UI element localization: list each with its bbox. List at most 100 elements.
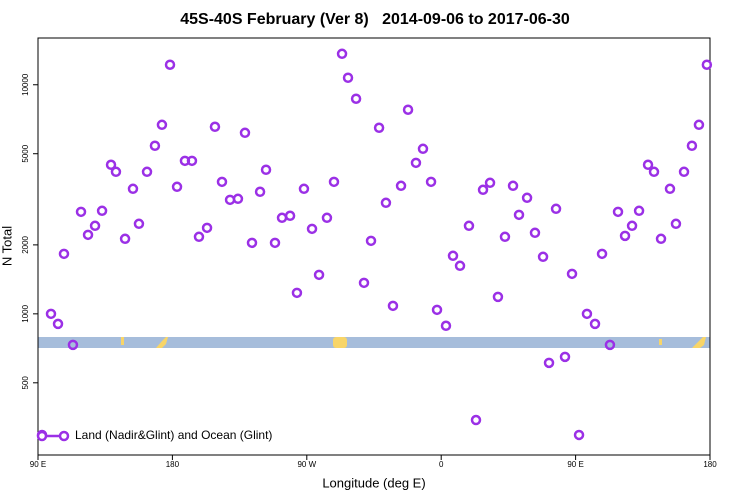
data-point	[127, 183, 139, 195]
data-point	[342, 72, 354, 84]
data-point	[477, 184, 489, 196]
data-point	[164, 59, 176, 70]
legend-marker	[58, 430, 70, 442]
x-tick-label: 90 E	[567, 460, 583, 469]
x-tick-label: 180	[166, 460, 180, 469]
data-point	[186, 155, 198, 167]
series-points	[36, 48, 713, 441]
data-point	[133, 218, 145, 230]
data-point	[589, 318, 601, 330]
data-point	[454, 260, 466, 272]
data-point	[350, 93, 362, 104]
x-tick-label: 90 W	[297, 460, 316, 469]
data-point	[596, 248, 608, 260]
data-point	[89, 220, 101, 232]
data-point	[260, 164, 272, 175]
data-point	[313, 269, 325, 281]
data-point	[686, 140, 698, 152]
data-point	[559, 351, 571, 363]
land-patch	[156, 337, 168, 348]
data-point	[447, 250, 459, 262]
data-point	[529, 227, 541, 239]
x-tick-label: 90 E	[30, 460, 46, 469]
data-point	[410, 157, 422, 169]
data-point	[619, 230, 631, 242]
data-point	[291, 287, 303, 299]
land-patch	[692, 337, 706, 348]
data-point	[373, 122, 385, 134]
data-point	[431, 304, 443, 316]
data-point	[52, 318, 64, 330]
x-tick-label: 0	[439, 460, 444, 469]
data-point	[96, 205, 108, 217]
data-point	[58, 248, 70, 260]
data-point	[232, 193, 244, 205]
data-point	[648, 166, 660, 178]
data-point	[626, 220, 638, 232]
data-point	[701, 59, 713, 70]
land-patch	[121, 337, 124, 345]
data-point	[387, 300, 399, 312]
data-point	[463, 220, 475, 232]
data-point	[336, 48, 348, 60]
data-point	[75, 206, 87, 218]
x-tick-label: 180	[703, 460, 717, 469]
data-point	[254, 186, 266, 198]
data-point	[105, 159, 117, 171]
data-point	[380, 197, 392, 209]
land-patch	[659, 339, 662, 345]
data-point	[110, 166, 122, 178]
data-point	[306, 223, 318, 235]
data-point	[573, 429, 585, 441]
data-point	[604, 339, 616, 351]
chart-title: 45S-40S February (Ver 8) 2014-09-06 to 2…	[180, 11, 570, 28]
y-tick-label: 1000	[21, 304, 30, 322]
data-point	[82, 229, 94, 241]
data-point	[358, 277, 370, 289]
data-point	[678, 166, 690, 178]
data-point	[402, 104, 414, 115]
data-point	[693, 119, 705, 131]
data-point	[537, 251, 549, 263]
land-patch	[333, 337, 347, 348]
legend-label: Land (Nadir&Glint) and Ocean (Glint)	[75, 428, 272, 442]
data-point	[550, 203, 562, 215]
data-point	[141, 166, 153, 178]
data-point	[321, 212, 333, 224]
data-point	[284, 210, 296, 222]
data-point	[521, 192, 533, 204]
data-point	[484, 177, 496, 189]
data-point	[470, 414, 482, 426]
data-point	[513, 209, 525, 221]
data-point	[209, 121, 221, 133]
y-axis-label: N Total	[0, 226, 14, 266]
data-point	[612, 206, 624, 218]
legend-marker	[36, 430, 48, 442]
data-point	[365, 235, 377, 247]
data-point	[156, 119, 168, 131]
data-point	[193, 231, 205, 243]
data-point	[328, 176, 340, 188]
data-point	[246, 237, 258, 249]
plot-frame	[37, 37, 711, 456]
data-point	[395, 180, 407, 192]
y-tick-label: 500	[21, 376, 30, 390]
data-point	[149, 140, 161, 152]
x-axis-label: Longitude (deg E)	[322, 475, 425, 490]
data-point	[670, 218, 682, 230]
data-point	[664, 183, 676, 195]
ocean-strip	[38, 337, 710, 348]
data-point	[581, 308, 593, 320]
data-point	[655, 233, 667, 245]
data-point	[543, 357, 555, 369]
data-point	[566, 268, 578, 280]
data-point	[425, 176, 437, 188]
y-tick-label: 5000	[21, 144, 30, 162]
legend-item: Land (Nadir&Glint) and Ocean (Glint)	[36, 428, 272, 442]
data-point	[67, 339, 79, 351]
data-point	[119, 233, 131, 245]
data-point	[201, 222, 213, 234]
surface-strip	[38, 337, 710, 348]
